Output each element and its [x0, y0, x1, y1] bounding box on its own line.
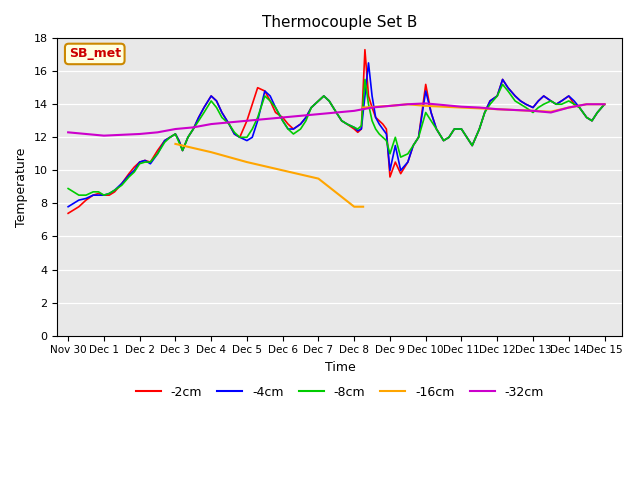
Legend: -2cm, -4cm, -8cm, -16cm, -32cm: -2cm, -4cm, -8cm, -16cm, -32cm [131, 381, 549, 404]
Y-axis label: Temperature: Temperature [15, 147, 28, 227]
X-axis label: Time: Time [324, 361, 355, 374]
Title: Thermocouple Set B: Thermocouple Set B [262, 15, 417, 30]
Text: SB_met: SB_met [68, 48, 121, 60]
